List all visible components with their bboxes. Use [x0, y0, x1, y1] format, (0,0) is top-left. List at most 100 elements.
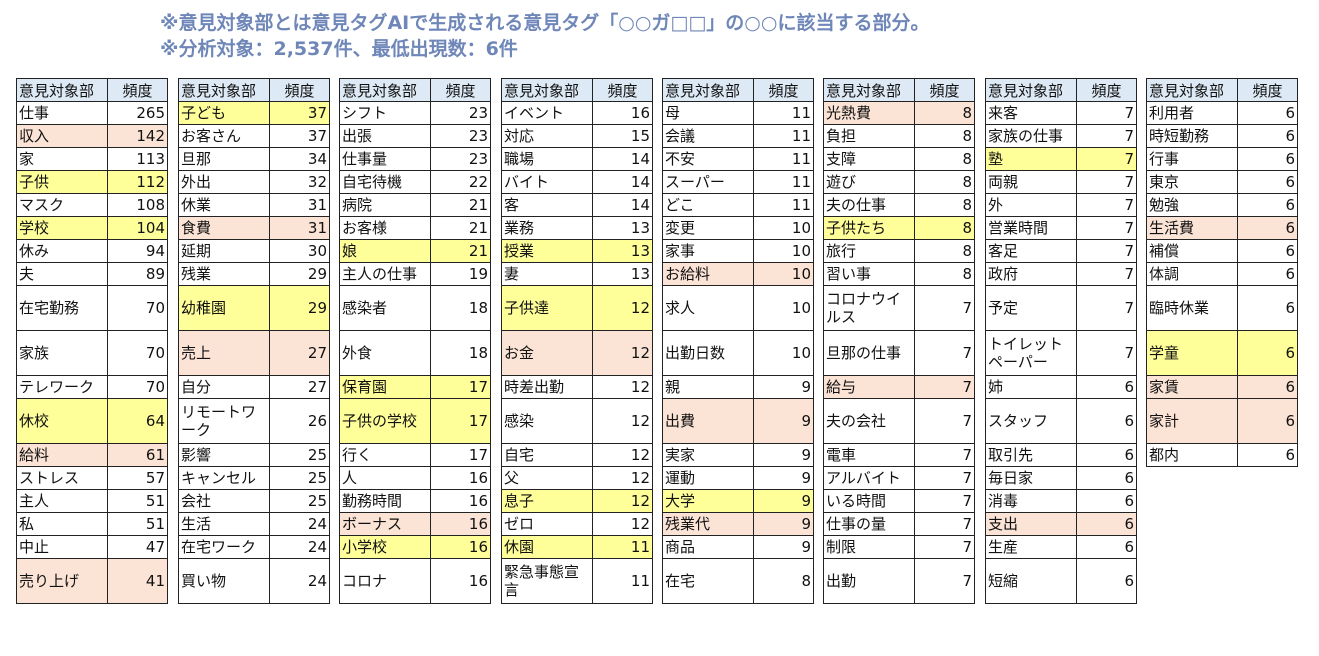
frequency-cell: 47: [107, 535, 168, 559]
frequency-cell: 25: [269, 443, 330, 467]
term-cell: 休業: [178, 193, 270, 217]
header-frequency: 頻度: [753, 78, 814, 102]
term-cell: 病院: [339, 193, 431, 217]
term-cell: 出費: [662, 398, 754, 444]
frequency-cell: 7: [914, 512, 975, 536]
table-row: 緊急事態宣言 11: [501, 558, 653, 604]
table-row: 夫 89: [16, 262, 168, 286]
term-cell: 売上: [178, 330, 270, 376]
frequency-cell: 7: [1076, 239, 1137, 263]
table-row: 行く 17: [339, 443, 491, 467]
frequency-cell: 7: [914, 443, 975, 467]
table-row: 小学校 16: [339, 535, 491, 559]
frequency-cell: 16: [430, 512, 491, 536]
frequency-cell: 29: [269, 262, 330, 286]
frequency-cell: 12: [592, 489, 653, 513]
term-cell: 制限: [823, 535, 915, 559]
term-cell: 旅行: [823, 239, 915, 263]
term-cell: 出勤日数: [662, 330, 754, 376]
frequency-cell: 6: [1076, 558, 1137, 604]
term-cell: どこ: [662, 193, 754, 217]
term-cell: ゼロ: [501, 512, 593, 536]
frequency-cell: 8: [914, 124, 975, 148]
table-row: 延期 30: [178, 239, 330, 263]
frequency-cell: 22: [430, 170, 491, 194]
term-cell: 旦那の仕事: [823, 330, 915, 376]
table-row: 変更 10: [662, 216, 814, 240]
table-row: 取引先 6: [985, 443, 1137, 467]
term-cell: 求人: [662, 285, 754, 331]
table-row: 支出 6: [985, 512, 1137, 536]
table-row: 予定 7: [985, 285, 1137, 331]
term-cell: イベント: [501, 101, 593, 125]
frequency-cell: 51: [107, 512, 168, 536]
frequency-cell: 14: [592, 170, 653, 194]
frequency-cell: 11: [592, 558, 653, 604]
term-cell: 売り上げ: [16, 558, 108, 604]
term-cell: キャンセル: [178, 466, 270, 490]
table-row: 出費 9: [662, 398, 814, 444]
term-cell: 電車: [823, 443, 915, 467]
frequency-cell: 11: [753, 193, 814, 217]
table-row: 学童 6: [1146, 330, 1298, 376]
table-row: 外出 32: [178, 170, 330, 194]
frequency-cell: 12: [592, 398, 653, 444]
table-row: 影響 25: [178, 443, 330, 467]
table-row: 職場 14: [501, 147, 653, 171]
term-cell: 子供の学校: [339, 398, 431, 444]
term-cell: 小学校: [339, 535, 431, 559]
term-cell: 生活: [178, 512, 270, 536]
table-row: 旦那 34: [178, 147, 330, 171]
frequency-cell: 31: [269, 216, 330, 240]
term-cell: 在宅: [662, 558, 754, 604]
table-row: ボーナス 16: [339, 512, 491, 536]
table-row: 妻 13: [501, 262, 653, 286]
note-analysis-target: ※分析対象：2,537件、最低出現数：6件: [160, 38, 518, 60]
table-row: 仕事の量 7: [823, 512, 975, 536]
frequency-cell: 8: [914, 193, 975, 217]
frequency-cell: 104: [107, 216, 168, 240]
table-row: 両親 7: [985, 170, 1137, 194]
term-cell: 行事: [1146, 147, 1238, 171]
frequency-cell: 9: [753, 512, 814, 536]
table-row: 家事 10: [662, 239, 814, 263]
frequency-cell: 6: [1237, 101, 1298, 125]
table-row: お客様 21: [339, 216, 491, 240]
term-cell: 保育園: [339, 375, 431, 399]
frequency-cell: 11: [753, 147, 814, 171]
frequency-cell: 37: [269, 124, 330, 148]
term-cell: テレワーク: [16, 375, 108, 399]
frequency-cell: 11: [753, 170, 814, 194]
table-row: 都内 6: [1146, 443, 1298, 467]
table-row: お給料 10: [662, 262, 814, 286]
term-cell: 家族: [16, 330, 108, 376]
table-row: コロナウイルス 7: [823, 285, 975, 331]
frequency-cell: 8: [914, 262, 975, 286]
frequency-cell: 9: [753, 443, 814, 467]
term-cell: 生産: [985, 535, 1077, 559]
table-row: 子供たち 8: [823, 216, 975, 240]
frequency-cell: 31: [269, 193, 330, 217]
term-cell: 学校: [16, 216, 108, 240]
term-cell: ボーナス: [339, 512, 431, 536]
table-row: 毎日家 6: [985, 466, 1137, 490]
frequency-cell: 7: [914, 285, 975, 331]
term-cell: 出張: [339, 124, 431, 148]
header-frequency: 頻度: [269, 78, 330, 102]
frequency-cell: 12: [592, 285, 653, 331]
term-cell: 自分: [178, 375, 270, 399]
frequency-cell: 8: [914, 170, 975, 194]
frequency-cell: 16: [430, 489, 491, 513]
term-cell: 商品: [662, 535, 754, 559]
frequency-cell: 6: [1237, 147, 1298, 171]
frequency-cell: 7: [914, 330, 975, 376]
header-word: 意見対象部: [16, 78, 108, 102]
table-row: 外食 18: [339, 330, 491, 376]
term-cell: お給料: [662, 262, 754, 286]
term-cell: 外食: [339, 330, 431, 376]
header-frequency: 頻度: [1076, 78, 1137, 102]
frequency-cell: 112: [107, 170, 168, 194]
term-cell: 生活費: [1146, 216, 1238, 240]
term-cell: 収入: [16, 124, 108, 148]
table-row: 負担 8: [823, 124, 975, 148]
